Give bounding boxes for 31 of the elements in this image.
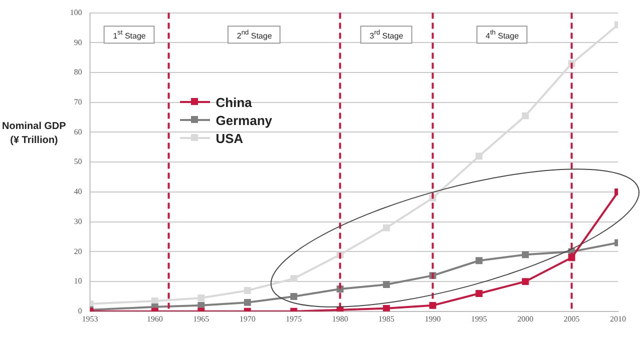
x-tick-label: 1953 — [82, 314, 98, 324]
y-tick-label: 70 — [74, 97, 82, 106]
x-tick-label: 1960 — [146, 314, 163, 324]
x-tick-label: 2000 — [517, 314, 534, 324]
y-tick-label: 50 — [74, 157, 82, 166]
y-tick-label: 80 — [74, 68, 82, 77]
annotation: 2$^{nd}$ Stage — [228, 25, 281, 44]
y-tick-label: 20 — [74, 246, 82, 256]
x-tick-label: 2005 — [564, 314, 580, 324]
y-axis-title: Nominal GDP (¥ Trillion) — [1, 120, 67, 148]
legend-label: Germany — [216, 112, 272, 128]
legend-label: China — [216, 94, 252, 110]
y-tick-label: 10 — [74, 276, 82, 286]
y-tick-label: 60 — [74, 127, 82, 136]
annotation: 3$^{rd}$ Stage — [360, 25, 412, 44]
legend-label: USA — [216, 130, 244, 146]
annotation: 4$^{th}$ Stage — [476, 25, 528, 44]
y-tick-label: 90 — [74, 38, 82, 47]
x-tick-label: 1985 — [378, 314, 394, 324]
y-tick-label: 0 — [78, 306, 82, 316]
y-tick-label: 40 — [74, 187, 82, 196]
x-tick-label: 1995 — [471, 314, 488, 324]
x-tick-label: 1980 — [332, 314, 348, 324]
x-tick-label: 1970 — [239, 314, 256, 324]
x-tick-label: 2010 — [610, 314, 626, 324]
annotation: 1$^{st}$ Stage — [104, 25, 155, 44]
x-tick-label: 1965 — [193, 314, 210, 324]
x-tick-label: 1990 — [424, 314, 441, 324]
y-tick-label: 30 — [74, 216, 82, 226]
x-tick-label: 1975 — [286, 314, 302, 324]
y-tick-label: 100 — [70, 8, 82, 17]
